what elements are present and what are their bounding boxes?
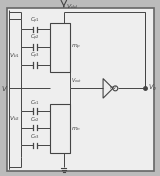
Text: INV: INV <box>109 86 116 90</box>
Text: $C_{n1}$: $C_{n1}$ <box>30 98 40 107</box>
Text: $V_{b2}$: $V_{b2}$ <box>9 114 20 123</box>
Text: $V$: $V$ <box>1 84 8 93</box>
Text: $V_{dd}$: $V_{dd}$ <box>66 2 78 11</box>
Text: $C_{n2}$: $C_{n2}$ <box>30 115 40 124</box>
Bar <box>50 23 70 72</box>
Text: $C_{n3}$: $C_{n3}$ <box>30 133 40 142</box>
Text: $C_{p3}$: $C_{p3}$ <box>30 51 40 61</box>
Text: $C_{p2}$: $C_{p2}$ <box>30 33 40 43</box>
Text: $m_n$: $m_n$ <box>71 125 81 133</box>
Text: $V_{out}$: $V_{out}$ <box>71 76 82 85</box>
Text: $V_{b1}$: $V_{b1}$ <box>9 52 20 60</box>
Text: $m_p$: $m_p$ <box>71 43 81 52</box>
Text: $V_o$: $V_o$ <box>148 83 157 93</box>
Bar <box>50 104 70 153</box>
Text: $C_{p1}$: $C_{p1}$ <box>30 15 40 26</box>
